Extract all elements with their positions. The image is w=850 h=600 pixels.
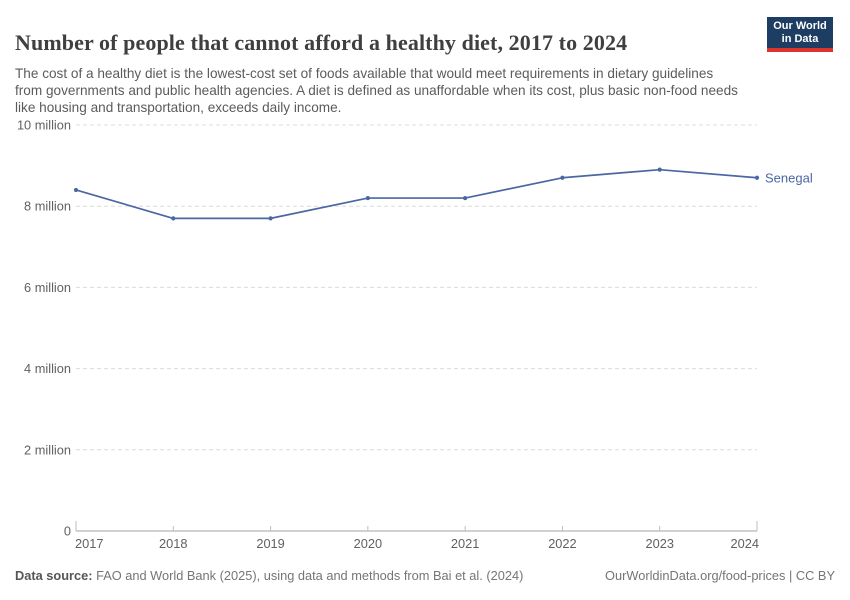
owid-logo[interactable]: Our World in Data [767,17,833,52]
data-point[interactable] [463,195,468,201]
x-axis-tick-label: 2023 [645,536,673,551]
y-axis-tick-label: 4 million [24,361,71,376]
data-point[interactable] [73,187,79,193]
owid-logo-accent-bar [767,48,833,52]
x-axis-tick-label: 2019 [256,536,284,551]
owid-logo-line1: Our World [773,19,827,32]
x-axis-tick-label: 2017 [75,536,103,551]
y-axis-tick-label: 6 million [24,280,71,295]
chart-subtitle: The cost of a healthy diet is the lowest… [15,65,738,115]
chart-footer: Data source: FAO and World Bank (2025), … [15,568,835,583]
series-label[interactable]: Senegal [765,170,813,185]
data-point[interactable] [268,216,273,221]
data-point[interactable] [657,167,662,172]
data-point[interactable] [754,175,760,180]
series-line[interactable] [75,168,758,220]
data-point[interactable] [171,216,176,221]
x-axis-tick-label: 2018 [159,536,187,551]
x-axis-tick-label: 2020 [354,536,382,551]
data-point[interactable] [365,195,370,201]
y-axis-tick-label: 2 million [24,442,71,457]
y-axis-tick-label: 0 [64,524,71,539]
y-axis-tick-label: 10 million [17,118,71,133]
chart-title: Number of people that cannot afford a he… [15,29,628,55]
owid-logo-box: Our World in Data [767,17,833,48]
y-axis-tick-label: 8 million [24,199,71,214]
attribution-link[interactable]: OurWorldinData.org/food-prices | CC BY [605,568,835,583]
x-axis-tick-label: 2022 [548,536,576,551]
x-axis-tick-label: 2021 [451,536,479,551]
data-source-text: FAO and World Bank (2025), using data an… [92,568,524,583]
data-point[interactable] [560,175,565,180]
owid-logo-line2: in Data [781,32,819,45]
data-source-note: Data source: FAO and World Bank (2025), … [15,568,523,583]
data-source-label: Data source: [15,568,93,583]
x-axis-tick-label: 2024 [731,536,759,551]
